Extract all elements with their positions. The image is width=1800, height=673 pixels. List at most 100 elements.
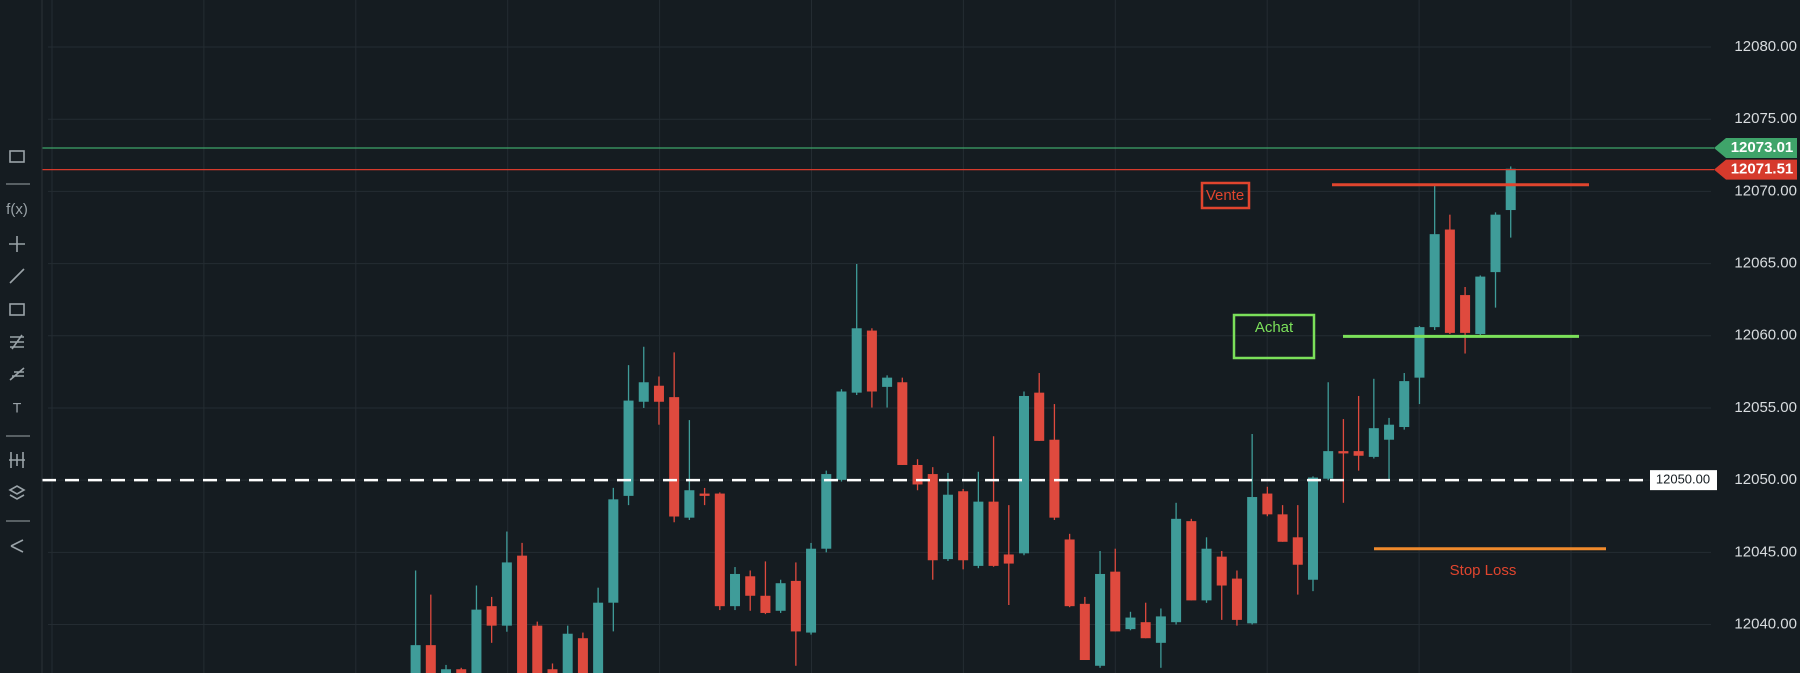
y-tick-label: 12040.00 bbox=[1734, 615, 1797, 632]
drawing-label: Achat bbox=[1255, 319, 1294, 336]
candle-body bbox=[1429, 234, 1440, 328]
level-label: 12050.00 bbox=[1656, 472, 1710, 487]
candle-body bbox=[1171, 518, 1182, 623]
candle-body bbox=[577, 638, 588, 673]
candle-body bbox=[1125, 617, 1136, 630]
candle-body bbox=[942, 494, 953, 560]
candle-body bbox=[1231, 578, 1242, 620]
candle-body bbox=[806, 548, 817, 633]
candle-body bbox=[1247, 497, 1258, 624]
candle-body bbox=[410, 645, 421, 673]
candle-body bbox=[547, 669, 558, 673]
candle-body bbox=[760, 595, 771, 613]
candle-body bbox=[790, 580, 801, 632]
level-label: 12073.01 bbox=[1731, 139, 1794, 156]
candle-body bbox=[1140, 622, 1151, 639]
candle-body bbox=[608, 499, 619, 603]
level-badge bbox=[1714, 159, 1797, 180]
candle-body bbox=[1003, 554, 1014, 564]
candle-body bbox=[501, 562, 512, 626]
candle-body bbox=[912, 464, 923, 485]
y-tick-label: 12060.00 bbox=[1734, 327, 1797, 344]
candle-body bbox=[1201, 548, 1212, 601]
rect-tool-icon[interactable] bbox=[9, 303, 25, 316]
candle-body bbox=[866, 330, 877, 392]
layers-icon[interactable] bbox=[8, 485, 26, 500]
candle-body bbox=[1216, 556, 1227, 586]
candle-body bbox=[1460, 295, 1471, 333]
candle-body bbox=[730, 573, 741, 607]
level-label: 12071.51 bbox=[1731, 161, 1794, 178]
candle-body bbox=[1384, 424, 1395, 440]
candle-body bbox=[714, 493, 725, 607]
candle-body bbox=[1186, 521, 1197, 601]
candle-body bbox=[1049, 439, 1060, 518]
candle-body bbox=[836, 391, 847, 480]
pitchfork-icon[interactable] bbox=[9, 367, 25, 381]
candle-body bbox=[1505, 168, 1516, 211]
candle-body bbox=[517, 555, 528, 673]
level-label-box bbox=[1650, 470, 1717, 491]
candle-body bbox=[745, 576, 756, 596]
candle-body bbox=[669, 397, 680, 517]
candle-body bbox=[927, 474, 938, 561]
candle-body bbox=[1079, 603, 1090, 661]
y-tick-label: 12065.00 bbox=[1734, 255, 1797, 272]
crosshair-icon[interactable] bbox=[9, 236, 25, 252]
candle-body bbox=[456, 669, 467, 673]
candle-body bbox=[593, 602, 604, 673]
candle-body bbox=[1353, 451, 1364, 456]
candle-body bbox=[1110, 571, 1121, 632]
level-badge bbox=[1714, 137, 1797, 158]
candle-body bbox=[1368, 428, 1379, 457]
drawing-label: Stop Loss bbox=[1450, 562, 1517, 579]
candles bbox=[410, 166, 1516, 673]
candle-body bbox=[1338, 451, 1349, 454]
candle-body bbox=[1475, 276, 1486, 335]
candle-body bbox=[1095, 573, 1106, 666]
candle-body bbox=[882, 377, 893, 387]
candle-body bbox=[1399, 381, 1410, 428]
line-tool-icon[interactable] bbox=[9, 268, 25, 284]
candle-body bbox=[562, 633, 573, 673]
candle-body bbox=[1019, 395, 1029, 554]
chart-window-icon[interactable] bbox=[9, 150, 25, 163]
candle-body bbox=[775, 583, 786, 611]
drawing-box bbox=[1200, 181, 1251, 210]
fib-tool-icon[interactable] bbox=[10, 334, 24, 350]
candle-body bbox=[1444, 229, 1455, 333]
candle-body bbox=[1414, 327, 1425, 378]
candle-body bbox=[973, 501, 984, 566]
y-tick-label: 12050.00 bbox=[1734, 471, 1797, 488]
text-tool[interactable]: T bbox=[13, 400, 22, 416]
candle-body bbox=[699, 493, 710, 496]
candle-body bbox=[1155, 616, 1166, 643]
candle-body bbox=[821, 474, 832, 549]
y-tick-label: 12055.00 bbox=[1734, 399, 1797, 416]
candle-body bbox=[1323, 451, 1334, 479]
candle-body bbox=[897, 382, 908, 465]
candle-body bbox=[471, 609, 482, 673]
functions-tool[interactable]: f(x) bbox=[6, 201, 28, 218]
candle-body bbox=[532, 625, 543, 673]
candle-body bbox=[1262, 493, 1273, 515]
y-tick-label: 12070.00 bbox=[1734, 182, 1797, 199]
candle-body bbox=[958, 491, 969, 561]
share-icon[interactable] bbox=[10, 539, 24, 553]
candle-body bbox=[638, 382, 649, 402]
indicator-icon[interactable] bbox=[9, 452, 25, 468]
candle-body bbox=[653, 385, 664, 402]
candle-body bbox=[1307, 477, 1318, 580]
candle-body bbox=[425, 645, 436, 673]
candle-body bbox=[851, 328, 862, 393]
candle-body bbox=[441, 669, 452, 673]
candle-body bbox=[1064, 539, 1075, 607]
candle-body bbox=[486, 606, 497, 626]
candle-body bbox=[988, 501, 999, 566]
toolbar: f(x) T bbox=[0, 0, 43, 673]
y-tick-label: 12045.00 bbox=[1734, 543, 1797, 560]
candle-body bbox=[1292, 537, 1303, 565]
drawing-label: Vente bbox=[1206, 187, 1244, 204]
drawing-box bbox=[1232, 313, 1316, 360]
